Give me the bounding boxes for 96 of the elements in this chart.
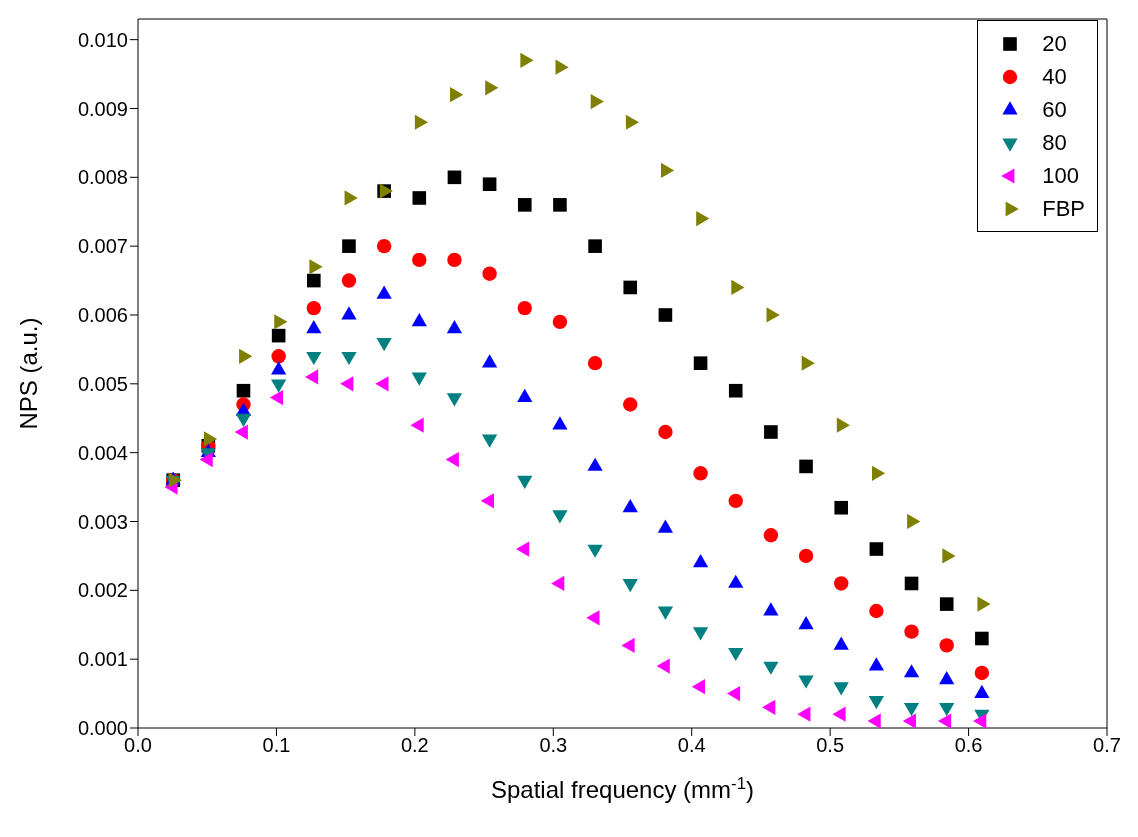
point	[623, 397, 638, 412]
point	[621, 637, 635, 654]
legend-label: 60	[1042, 96, 1067, 123]
point	[340, 376, 354, 392]
point	[832, 706, 846, 722]
point	[271, 349, 286, 364]
point	[762, 699, 776, 715]
point	[763, 602, 779, 616]
point	[834, 500, 849, 515]
point	[447, 252, 462, 268]
y-tick-label: 0.002	[77, 579, 128, 602]
legend-label: 100	[1042, 162, 1079, 189]
point	[375, 376, 389, 392]
point	[551, 575, 565, 592]
point	[588, 239, 602, 253]
point	[587, 355, 603, 371]
point	[728, 383, 743, 398]
point	[693, 356, 708, 370]
point	[657, 519, 674, 533]
point	[236, 383, 251, 398]
point	[623, 280, 638, 295]
point	[869, 542, 884, 556]
point	[973, 713, 987, 728]
x-tick-label: 0.1	[262, 734, 291, 757]
point	[937, 713, 952, 728]
point	[342, 239, 356, 253]
point	[974, 665, 990, 681]
legend-label: 40	[1042, 63, 1067, 90]
x-tick-label: 0.3	[539, 734, 568, 757]
point	[271, 361, 287, 375]
legend-label: 20	[1042, 30, 1067, 57]
point	[482, 177, 497, 191]
point	[975, 631, 989, 646]
point	[482, 266, 497, 281]
point	[798, 548, 814, 564]
point	[939, 671, 955, 685]
point	[658, 308, 673, 322]
point	[411, 313, 427, 327]
point	[341, 306, 357, 320]
point	[307, 273, 321, 288]
point	[586, 610, 600, 626]
point	[553, 198, 567, 212]
point	[447, 170, 462, 185]
point	[903, 664, 920, 678]
point	[728, 493, 743, 509]
x-tick-label: 0.5	[816, 734, 845, 757]
point	[764, 425, 778, 439]
point	[868, 657, 884, 671]
point	[412, 252, 427, 268]
x-tick-label: 0.0	[124, 734, 152, 757]
y-tick-label: 0.005	[77, 372, 128, 395]
point	[693, 466, 708, 481]
point	[692, 554, 709, 568]
y-tick-label: 0.010	[77, 28, 128, 51]
y-axis-title: NPS (a.u.)	[14, 317, 42, 430]
legend-label: 80	[1042, 129, 1067, 156]
y-tick-label: 0.009	[77, 97, 128, 120]
x-tick-label: 0.6	[954, 734, 983, 757]
point	[412, 191, 427, 205]
point	[481, 354, 498, 368]
x-axis-title: Spatial frequency (mm$^{-1}$)	[490, 773, 755, 803]
point	[939, 597, 954, 611]
point	[834, 576, 849, 591]
point	[305, 369, 319, 385]
point	[271, 328, 286, 343]
legend-label: FBP	[1042, 195, 1085, 222]
x-tick-label: 0.4	[677, 734, 706, 757]
point	[622, 498, 638, 513]
point	[797, 706, 811, 722]
y-tick-label: 0.004	[77, 441, 128, 464]
point	[480, 493, 495, 509]
point	[517, 300, 532, 316]
point	[376, 238, 392, 254]
point	[904, 576, 919, 591]
point	[658, 424, 673, 440]
point	[552, 416, 568, 430]
point	[833, 636, 849, 650]
x-tick-label: 0.2	[400, 734, 429, 757]
point	[939, 638, 954, 653]
y-tick-label: 0.008	[77, 166, 128, 189]
x-tick-label: 0.7	[1093, 734, 1121, 757]
point	[341, 273, 357, 288]
point	[726, 685, 741, 702]
y-tick-label: 0.007	[77, 235, 128, 258]
point	[869, 603, 884, 619]
point	[799, 459, 813, 474]
y-tick-label: 0.001	[77, 648, 128, 671]
point	[306, 300, 321, 316]
point	[552, 314, 568, 330]
point	[867, 713, 881, 728]
point	[517, 198, 532, 212]
point	[763, 528, 779, 543]
y-tick-label: 0.006	[77, 304, 128, 327]
point	[904, 624, 919, 639]
point	[798, 615, 814, 630]
y-tick-label: 0.003	[77, 510, 128, 533]
